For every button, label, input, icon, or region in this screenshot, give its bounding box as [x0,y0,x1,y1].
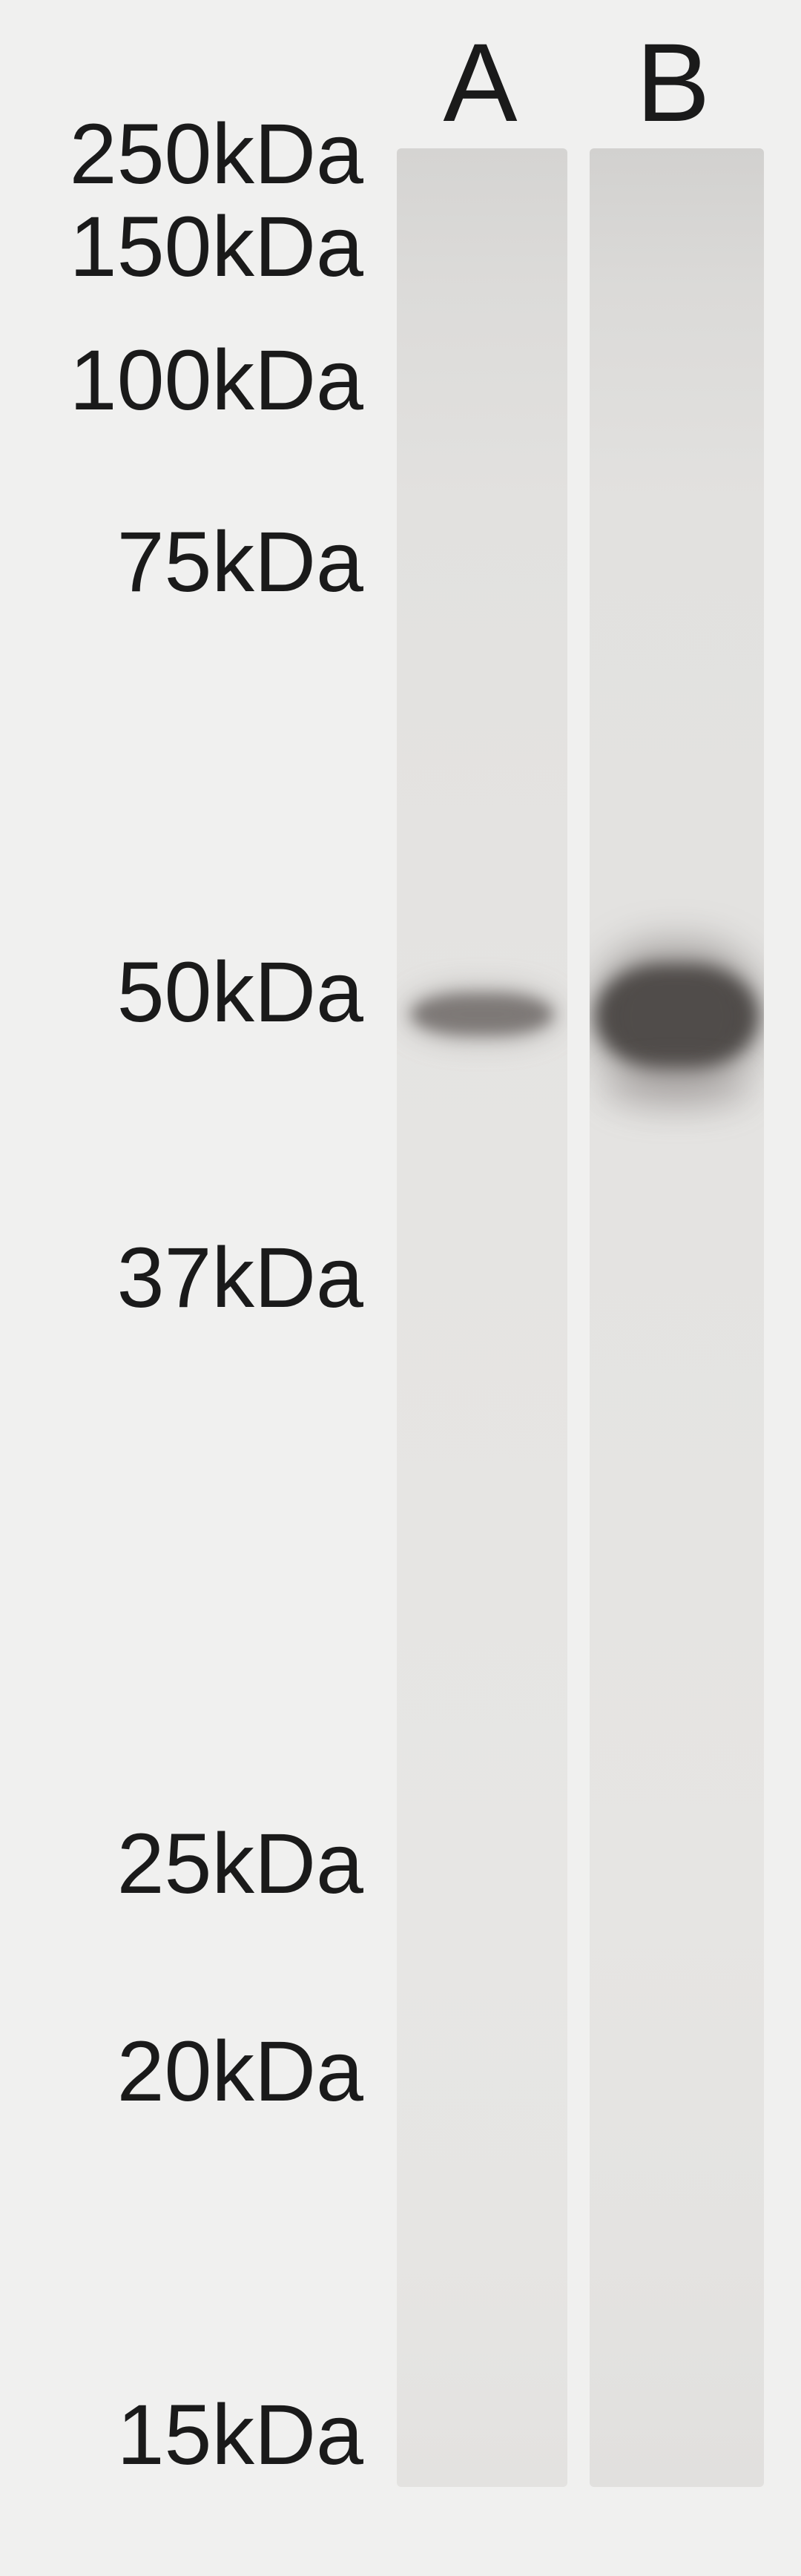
marker-50kda: 50kDa [117,943,363,1041]
marker-100kda: 100kDa [70,332,363,429]
marker-25kda: 25kDa [117,1815,363,1913]
lane-header-b: B [636,19,711,147]
lane-header-a: A [444,19,518,147]
protein-band [601,1068,753,1113]
marker-250kda: 250kDa [70,105,363,203]
marker-37kda: 37kDa [117,1229,363,1327]
blot-lane-a [397,148,567,2487]
marker-15kda: 15kDa [117,2386,363,2484]
marker-75kda: 75kDa [117,513,363,611]
protein-band [404,986,560,1042]
marker-20kda: 20kDa [117,2023,363,2121]
western-blot-figure: A B 250kDa 150kDa 100kDa 75kDa 50kDa 37k… [0,0,801,2576]
blot-lane-b [590,148,764,2487]
marker-150kda: 150kDa [70,198,363,296]
